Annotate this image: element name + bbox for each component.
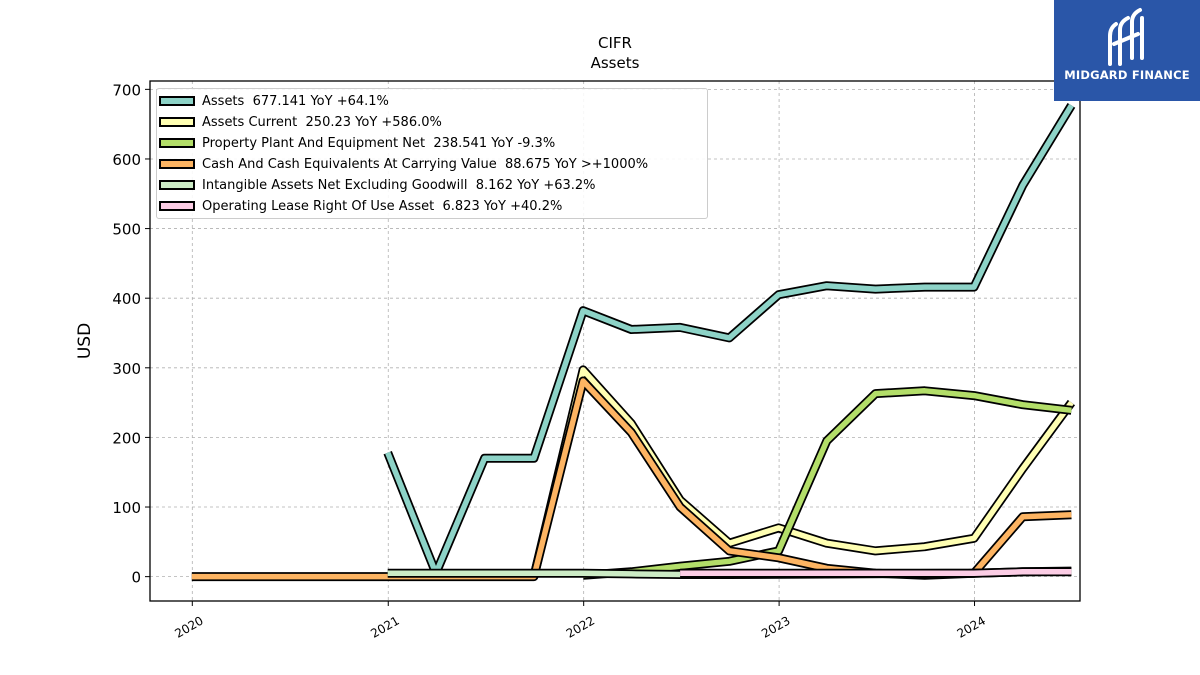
x-tick-label: 2020 — [172, 613, 205, 640]
chart-subtitle: Assets — [591, 54, 640, 72]
legend-item: Operating Lease Right Of Use Asset 6.823… — [159, 196, 562, 216]
y-tick-label: 100 — [112, 499, 141, 517]
x-tick-label: 2022 — [564, 613, 597, 640]
legend-item: Property Plant And Equipment Net 238.541… — [159, 133, 555, 153]
series-line — [385, 103, 1074, 576]
series-6 — [680, 567, 1072, 578]
legend-label: Operating Lease Right Of Use Asset 6.823… — [202, 198, 563, 214]
chart-title: CIFR — [598, 34, 632, 52]
y-tick-label: 400 — [112, 290, 141, 308]
y-tick-label: 700 — [112, 81, 141, 99]
series-3 — [582, 386, 1072, 580]
x-tick-label: 2021 — [368, 613, 401, 640]
legend-item: Intangible Assets Net Excluding Goodwill… — [159, 175, 596, 195]
legend-swatch — [159, 96, 195, 106]
legend-swatch — [159, 180, 195, 190]
legend-label: Assets Current 250.23 YoY +586.0% — [202, 114, 442, 130]
x-tick-label: 2023 — [759, 613, 792, 640]
series-line — [582, 388, 1072, 578]
y-tick-label: 200 — [112, 429, 141, 447]
legend-item: Assets 677.141 YoY +64.1% — [159, 91, 389, 111]
legend-swatch — [159, 138, 195, 148]
legend-label: Property Plant And Equipment Net 238.541… — [202, 135, 556, 151]
series-line — [680, 569, 1072, 576]
legend-swatch — [159, 159, 195, 169]
legend-swatch — [159, 201, 195, 211]
plot-frame — [149, 80, 1081, 602]
series-lines — [191, 103, 1076, 582]
legend: Assets 677.141 YoY +64.1% Assets Current … — [156, 88, 708, 219]
series-2 — [529, 365, 1076, 578]
y-tick-label: 0 — [131, 569, 141, 587]
logo-text: MIDGARD FINANCE — [1064, 68, 1190, 82]
series-1 — [383, 103, 1076, 578]
midgard-finance-logo: MIDGARD FINANCE — [1054, 0, 1200, 101]
legend-label: Intangible Assets Net Excluding Goodwill… — [202, 177, 596, 193]
legend-item: Assets Current 250.23 YoY +586.0% — [159, 112, 442, 132]
series-line — [531, 367, 1074, 578]
y-tick-label: 600 — [112, 151, 141, 169]
legend-label: Cash And Cash Equivalents At Carrying Va… — [202, 156, 649, 172]
legend-swatch — [159, 117, 195, 127]
y-axis-label: USD — [75, 323, 95, 359]
legend-item: Cash And Cash Equivalents At Carrying Va… — [159, 154, 648, 174]
logo-mark-icon — [1108, 8, 1144, 66]
y-tick-label: 300 — [112, 360, 141, 378]
legend-label: Assets 677.141 YoY +64.1% — [202, 93, 389, 109]
x-tick-label: 2024 — [955, 613, 988, 640]
y-tick-label: 500 — [112, 221, 141, 239]
